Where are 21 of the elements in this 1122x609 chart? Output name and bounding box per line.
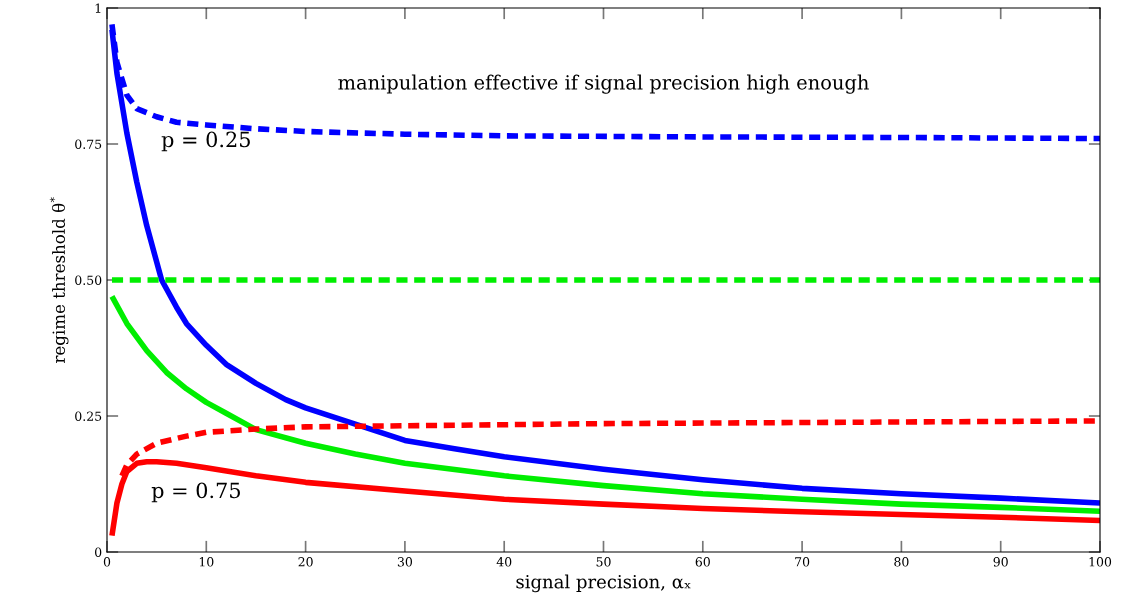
- x-tick-label: 0: [103, 557, 111, 567]
- x-tick-label: 20: [298, 557, 313, 567]
- x-tick-label: 100: [1089, 557, 1112, 567]
- x-tick-label: 40: [496, 557, 512, 567]
- x-tick-label: 30: [397, 557, 413, 567]
- x-axis-title: signal precision, αₓ: [516, 574, 691, 593]
- y-tick-label: 0.50: [75, 275, 102, 285]
- y-tick-label: 0.25: [75, 411, 102, 421]
- y-tick-label: 0: [95, 547, 102, 557]
- x-tick-label: 80: [894, 557, 909, 567]
- y-tick-label: 1: [95, 3, 101, 13]
- x-tick-label: 90: [993, 557, 1008, 567]
- y-tick-label: 0.75: [75, 139, 102, 149]
- x-tick-label: 60: [695, 557, 710, 567]
- annotation: manipulation effective if signal precision high enough: [338, 74, 869, 94]
- x-tick-label: 10: [199, 557, 214, 567]
- annotation: p = 0.25: [161, 131, 250, 152]
- x-tick-label: 50: [596, 557, 611, 567]
- annotation: p = 0.75: [151, 482, 240, 503]
- y-axis-title: regime threshold θ$^{*}$: [49, 197, 69, 363]
- x-tick-label: 70: [795, 557, 810, 567]
